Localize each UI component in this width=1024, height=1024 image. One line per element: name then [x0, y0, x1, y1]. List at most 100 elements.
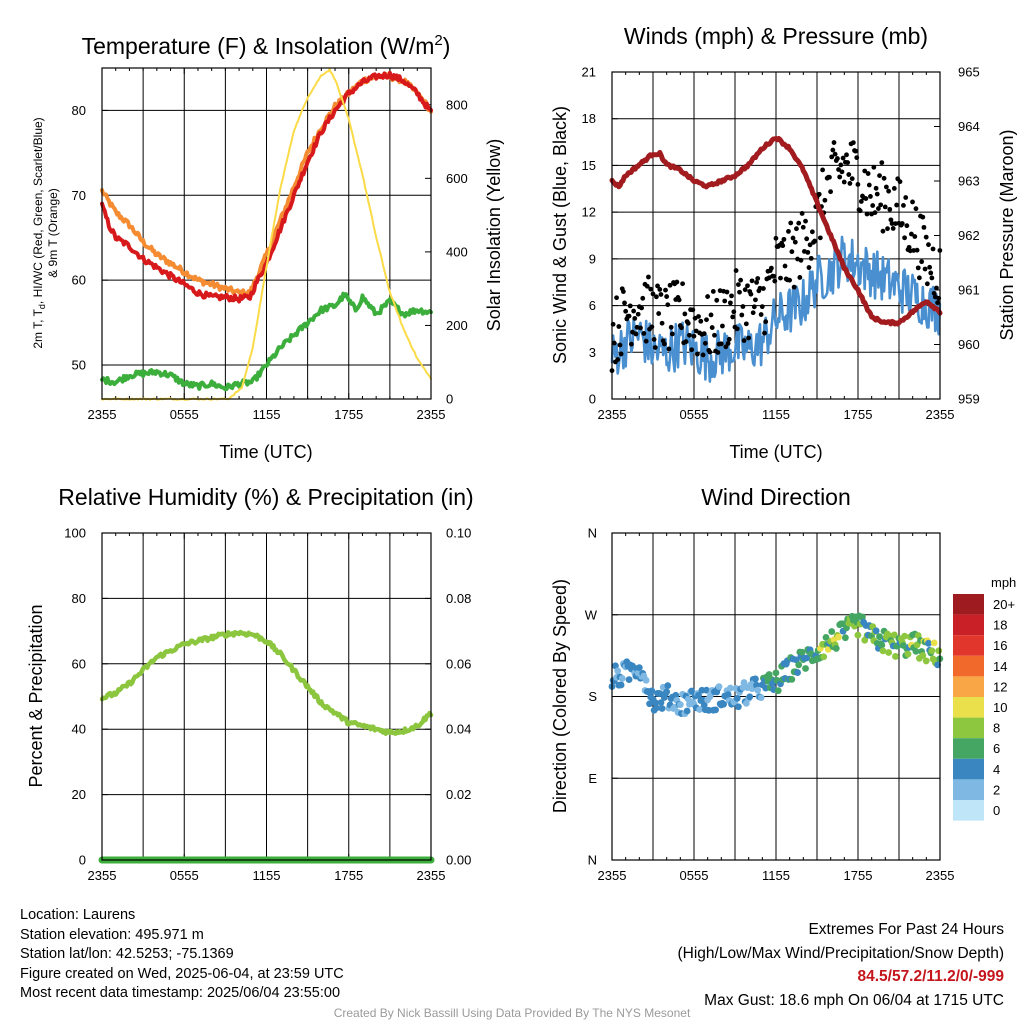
gust-point	[790, 235, 796, 241]
direction-point	[828, 628, 836, 635]
gust-point	[627, 303, 633, 309]
y2-tick-label: 0.00	[446, 853, 471, 868]
gust-point	[792, 239, 798, 245]
gust-point	[831, 140, 837, 145]
gust-point	[638, 325, 643, 331]
gust-point	[666, 346, 672, 352]
extremes-info: Extremes For Past 24 Hours (High/Low/Max…	[678, 918, 1005, 1012]
direction-point	[872, 627, 880, 635]
x-tick-label: 2355	[926, 868, 955, 883]
direction-point	[919, 652, 927, 659]
y-tick-label: 21	[582, 65, 596, 80]
gust-point	[921, 224, 927, 230]
gust-point	[698, 318, 704, 324]
gust-point	[878, 202, 884, 208]
gust-point	[639, 305, 644, 311]
gust-point	[738, 277, 744, 283]
gust-point	[724, 289, 730, 295]
x-tick-label: 0555	[680, 868, 709, 883]
series-line-3	[100, 291, 433, 392]
gust-point	[854, 155, 860, 161]
gust-point	[623, 308, 629, 314]
gust-point	[835, 156, 840, 161]
chart-title: Wind Direction	[701, 484, 851, 510]
max-gust-text: Max Gust: 18.6 mph On 06/04 at 1715 UTC	[704, 991, 1004, 1009]
plot-border	[101, 532, 432, 861]
sonic-wind-line	[610, 235, 942, 383]
gust-point	[804, 236, 810, 242]
direction-point	[803, 654, 811, 662]
gust-point	[708, 312, 714, 318]
gust-point	[922, 266, 928, 272]
gust-point	[868, 194, 873, 199]
gust-point	[731, 309, 737, 315]
gust-point	[663, 287, 668, 293]
created-text: Figure created on Wed, 2025-06-04, at 23…	[20, 965, 344, 982]
gust-point	[628, 341, 634, 347]
gust-point	[903, 195, 909, 200]
gust-point	[714, 297, 720, 303]
gust-point	[930, 246, 936, 252]
station-info: Location: Laurens Station elevation: 495…	[20, 906, 344, 1004]
gust-point	[655, 283, 660, 289]
gust-point	[915, 265, 921, 271]
gust-point	[743, 321, 749, 327]
gust-point	[676, 297, 682, 303]
gust-point	[885, 226, 890, 232]
gust-point	[883, 184, 889, 190]
gust-point	[687, 332, 692, 338]
direction-point	[930, 639, 938, 647]
y-axis-label: Sonic Wind & Gust (Blue, Black)	[550, 106, 570, 364]
gust-point	[748, 291, 754, 297]
direction-point	[878, 641, 886, 649]
direction-point	[774, 687, 782, 695]
x-tick-label: 2355	[598, 868, 627, 883]
y-tick-label: 0	[589, 392, 596, 407]
gust-point	[640, 295, 646, 301]
y2-tick-label: 800	[446, 97, 468, 112]
y-tick-label: 20	[72, 787, 86, 802]
y2-tick-label: 959	[958, 392, 980, 407]
gust-point	[755, 276, 761, 281]
gust-point	[882, 204, 888, 210]
y-tick-label: 3	[589, 345, 596, 360]
gust-point	[720, 323, 725, 329]
x-tick-label: 2355	[88, 407, 117, 422]
x-tick-label: 0555	[170, 868, 199, 883]
gust-point	[643, 338, 649, 344]
gust-point	[881, 175, 887, 181]
gust-point	[897, 179, 903, 185]
gust-point	[735, 282, 741, 288]
x-tick-label: 1155	[762, 407, 790, 422]
panel-3: 2355 0555 1155 1755 23550204060801000.000.02…	[26, 484, 474, 883]
direction-point	[676, 701, 684, 709]
direction-point	[664, 682, 672, 690]
x-tick-label: 1155	[253, 407, 281, 422]
gust-point	[704, 317, 709, 323]
gust-point	[679, 325, 684, 331]
legend-label: 20+	[993, 597, 1015, 612]
gust-point	[870, 203, 876, 208]
gust-point	[751, 304, 757, 310]
direction-point	[651, 699, 659, 707]
gust-point	[768, 265, 774, 271]
gust-point	[808, 255, 814, 261]
gust-point	[617, 342, 623, 348]
y2-tick-label: 0.10	[446, 526, 471, 541]
gust-point	[880, 228, 886, 234]
y-tick-label: 50	[72, 358, 86, 373]
gust-point	[674, 279, 680, 285]
gust-point	[865, 171, 871, 176]
gust-point	[794, 226, 799, 232]
direction-point	[822, 634, 830, 641]
gust-point	[626, 313, 632, 319]
gust-point	[737, 289, 742, 295]
x-tick-label: 1155	[762, 868, 790, 883]
gust-point	[788, 220, 794, 226]
gust-point	[877, 173, 882, 178]
chart-title-text: Temperature (F) & Insolation (W/m	[82, 33, 435, 59]
recent-text: Most recent data timestamp: 2025/06/04 2…	[20, 985, 341, 1001]
y-tick-label: 0	[79, 853, 86, 868]
direction-point	[859, 613, 866, 621]
elevation-text: Station elevation: 495.971 m	[20, 926, 204, 943]
